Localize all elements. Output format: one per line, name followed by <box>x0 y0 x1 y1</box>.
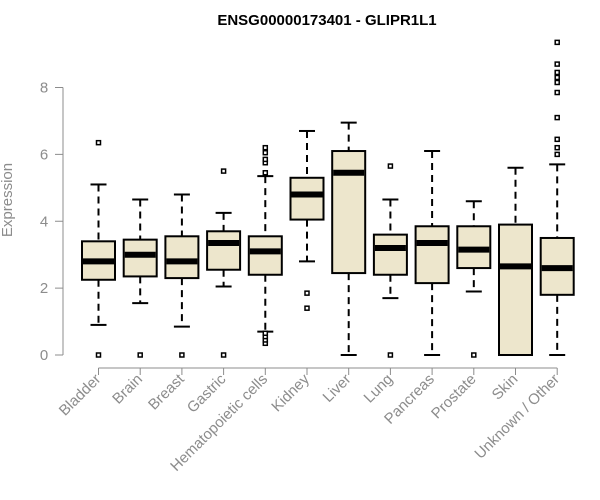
box-unknown-other <box>539 39 575 356</box>
box-kidney <box>289 129 325 311</box>
outlier-point <box>262 149 269 156</box>
chart-title: ENSG00000173401 - GLIPR1L1 <box>217 12 436 29</box>
outlier-point <box>220 168 227 174</box>
box-iqr <box>414 225 450 285</box>
outlier-point <box>554 69 560 76</box>
outlier-point <box>554 61 560 67</box>
box-hematopoietic-cells <box>247 144 283 347</box>
box-iqr <box>206 230 242 271</box>
box-brain <box>122 198 158 358</box>
outlier-point <box>554 74 560 81</box>
box-gastric <box>206 168 242 358</box>
box-iqr <box>247 235 283 276</box>
box-lung <box>372 163 408 358</box>
box-skin <box>498 166 533 356</box>
outlier-point <box>220 352 227 358</box>
x-tick-label: Prostate <box>428 371 480 423</box>
outlier-point <box>554 136 560 143</box>
y-axis-label: Expression <box>0 163 16 237</box>
box-bladder <box>81 139 116 358</box>
outlier-point <box>304 305 310 311</box>
box-iqr <box>498 223 533 356</box>
outlier-point <box>262 330 269 337</box>
y-tick-label: 6 <box>40 146 48 163</box>
outlier-point <box>95 352 102 358</box>
outlier-point <box>137 352 143 358</box>
box-prostate <box>456 200 492 358</box>
x-tick-label: Liver <box>320 371 355 406</box>
x-tick-label: Brain <box>109 371 146 408</box>
box-iqr <box>289 176 325 221</box>
box-iqr <box>122 238 158 278</box>
box-iqr <box>164 235 200 280</box>
y-tick-label: 8 <box>40 80 48 97</box>
x-tick-label: Lung <box>361 371 397 407</box>
outlier-point <box>387 352 394 358</box>
outlier-point <box>554 79 560 86</box>
outlier-point <box>262 144 269 151</box>
y-tick-label: 4 <box>40 213 48 230</box>
outlier-point <box>471 352 477 358</box>
x-tick-label: Skin <box>489 371 522 404</box>
x-tick-label: Bladder <box>56 371 105 420</box>
outlier-point <box>554 39 560 46</box>
outlier-point <box>179 352 185 358</box>
outlier-point <box>262 156 269 163</box>
boxes <box>81 39 575 358</box>
box-breast <box>164 193 200 358</box>
outlier-point <box>304 290 310 296</box>
outlier-point <box>387 163 394 169</box>
outlier-point <box>554 144 560 151</box>
x-tick-label: Breast <box>145 370 188 413</box>
box-pancreas <box>414 150 450 356</box>
x-tick-label: Kidney <box>268 370 313 415</box>
outlier-point <box>95 139 102 146</box>
outlier-point <box>554 89 560 96</box>
box-liver <box>331 121 367 356</box>
box-iqr <box>331 150 367 275</box>
outlier-point <box>554 114 560 121</box>
y-tick-label: 2 <box>40 280 48 297</box>
box-iqr <box>372 233 408 276</box>
y-tick-label: 0 <box>40 347 48 364</box>
outlier-point <box>554 151 560 158</box>
outlier-point <box>262 170 269 176</box>
